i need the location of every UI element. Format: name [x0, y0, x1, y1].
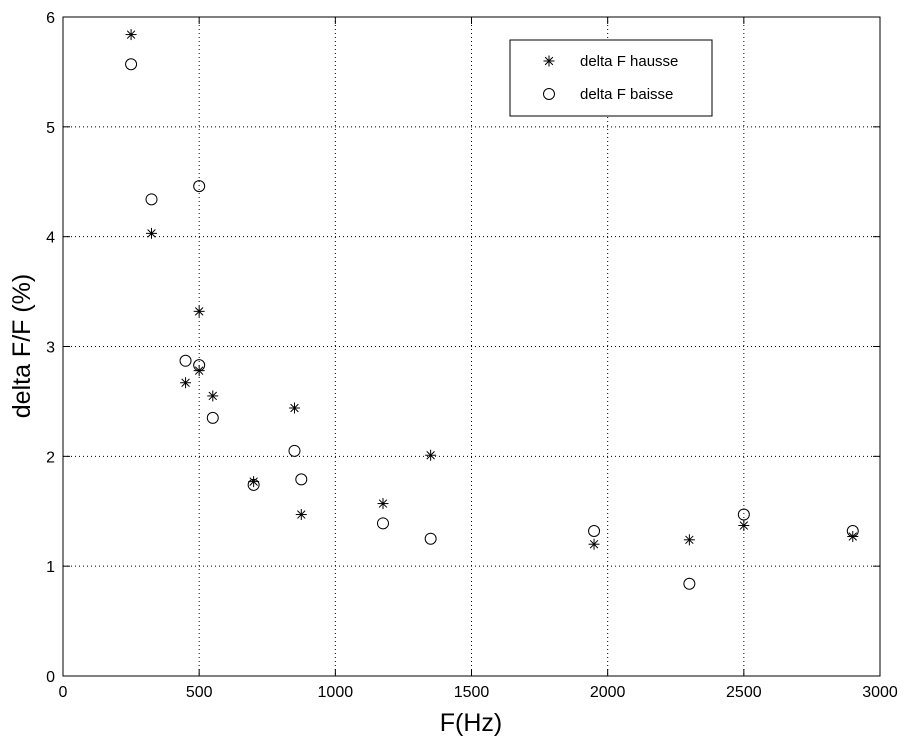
- y-axis-title: delta F/F (%): [8, 274, 36, 418]
- axis-ticks: [62, 16, 881, 677]
- y-tick-label: 2: [46, 449, 55, 466]
- data-point-baisse: [125, 58, 138, 71]
- data-point-hausse: [588, 538, 600, 550]
- data-point-baisse: [683, 577, 696, 590]
- data-point-baisse: [737, 508, 750, 521]
- data-point-baisse: [424, 532, 437, 545]
- data-point-hausse: [248, 476, 260, 488]
- y-tick-label: 5: [46, 120, 55, 137]
- data-point-baisse: [376, 517, 389, 530]
- legend-asterisk-marker: [543, 55, 555, 67]
- data-point-baisse: [288, 444, 301, 457]
- data-point-baisse: [846, 525, 859, 538]
- legend-box: [509, 39, 713, 117]
- x-tick-label: 2500: [726, 684, 762, 701]
- grid-lines: [63, 17, 880, 676]
- data-point-hausse: [425, 449, 437, 461]
- x-axis-title: F(Hz): [440, 709, 502, 737]
- data-points: [125, 29, 859, 590]
- data-point-baisse: [295, 473, 308, 486]
- legend-marker-hausse: [543, 55, 555, 67]
- data-point-baisse: [588, 525, 601, 538]
- y-tick-label: 3: [46, 340, 55, 357]
- data-point-baisse: [206, 411, 219, 424]
- x-tick-label: 500: [186, 684, 213, 701]
- y-tick-label: 4: [46, 230, 55, 247]
- legend-label-hausse: delta F hausse: [580, 53, 678, 70]
- data-point-baisse: [247, 478, 260, 491]
- series-hausse: [125, 29, 859, 550]
- legend: delta F hausse delta F baisse: [509, 39, 713, 117]
- data-point-hausse: [180, 377, 192, 389]
- x-tick-label: 0: [59, 684, 68, 701]
- legend-label-baisse: delta F baisse: [580, 86, 673, 103]
- data-point-baisse: [179, 354, 192, 367]
- data-point-hausse: [288, 402, 300, 414]
- legend-circle-marker: [543, 88, 555, 100]
- x-tick-label: 2000: [590, 684, 626, 701]
- data-point-hausse: [146, 227, 158, 239]
- data-point-baisse: [145, 193, 158, 206]
- y-tick-label: 6: [46, 10, 55, 27]
- data-point-baisse: [193, 180, 206, 193]
- y-tick-label: 1: [46, 559, 55, 576]
- x-tick-label: 3000: [862, 684, 898, 701]
- data-point-baisse: [193, 359, 206, 372]
- x-tick-label: 1500: [454, 684, 490, 701]
- data-point-hausse: [193, 305, 205, 317]
- data-point-hausse: [683, 534, 695, 546]
- tick-labels: 0 500 1000 1500 2000 2500 3000 0 1 2 3 4 5 6: [46, 10, 898, 701]
- data-point-hausse: [295, 509, 307, 521]
- data-point-hausse: [207, 390, 219, 402]
- data-point-hausse: [738, 520, 750, 532]
- data-point-hausse: [377, 498, 389, 510]
- y-tick-label: 0: [46, 669, 55, 686]
- x-tick-label: 1000: [318, 684, 354, 701]
- data-point-hausse: [125, 29, 137, 41]
- series-baisse: [125, 58, 859, 590]
- legend-marker-baisse: [543, 88, 555, 100]
